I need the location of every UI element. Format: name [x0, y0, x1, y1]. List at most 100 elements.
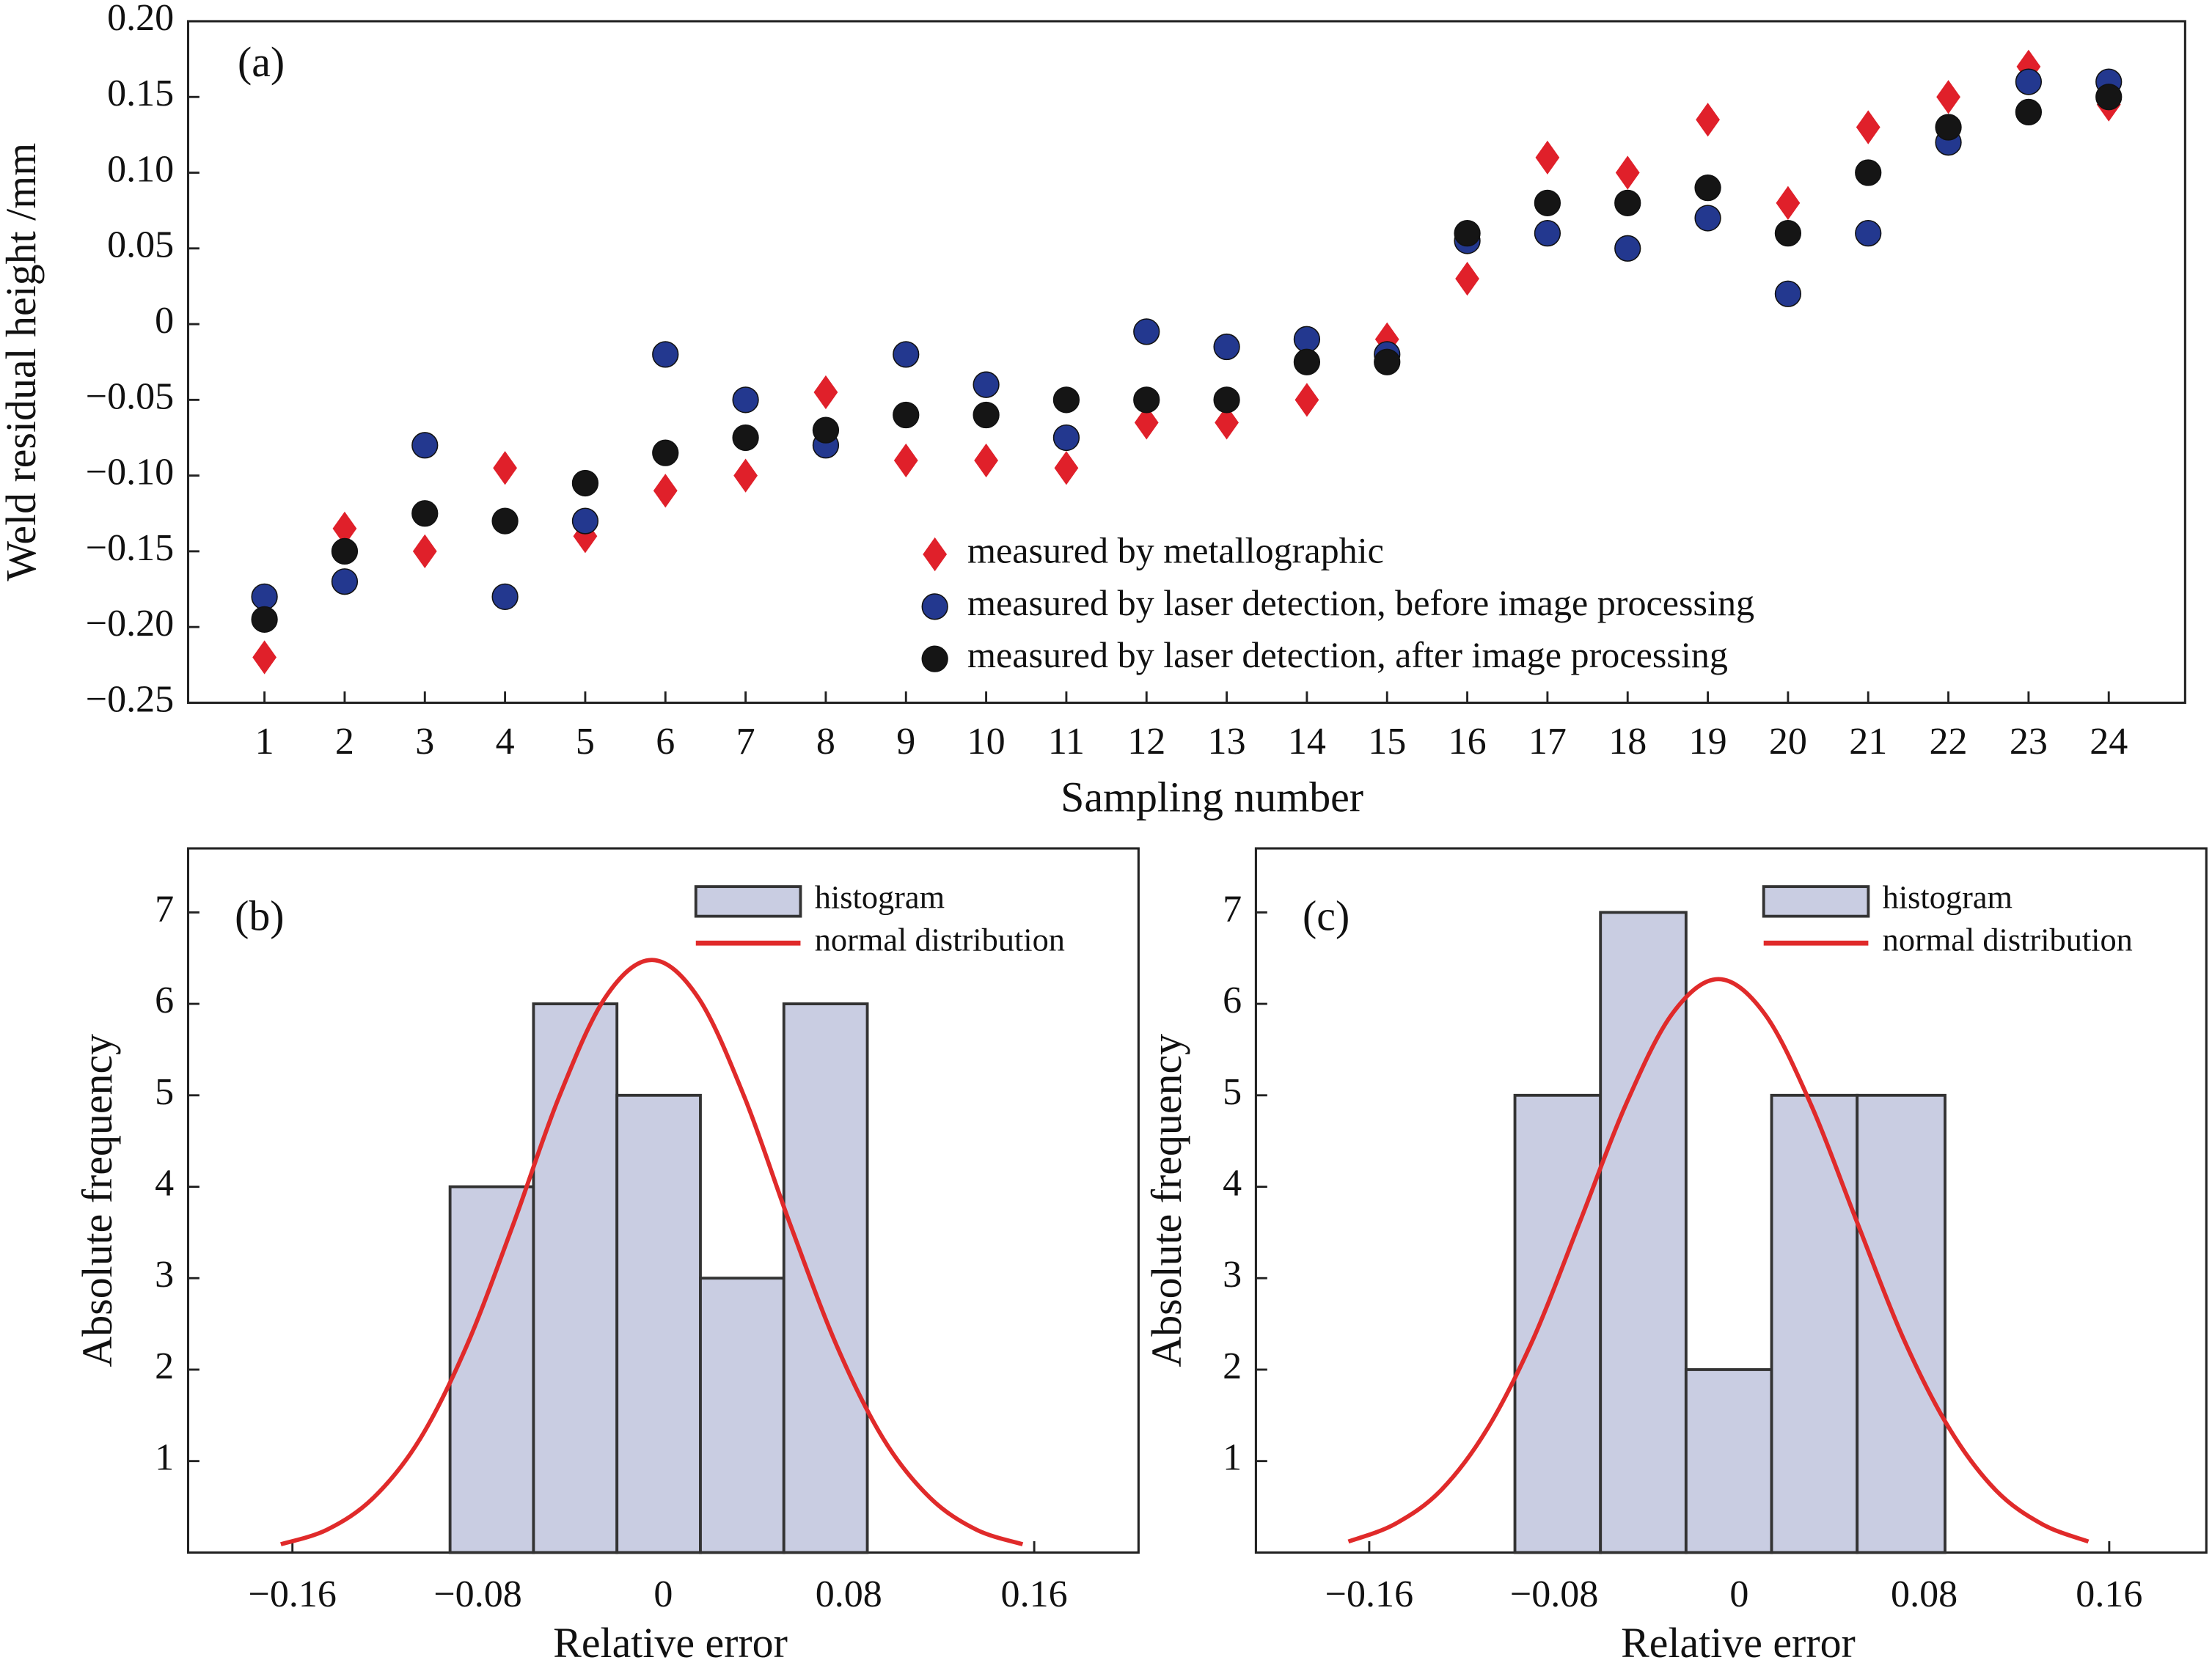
data-point — [652, 439, 679, 466]
legend-label: measured by laser detection, before imag… — [967, 582, 1754, 623]
data-point — [2015, 68, 2043, 95]
data-point — [252, 640, 276, 675]
y-tick-label: −0.05 — [86, 375, 174, 417]
histogram-bar — [1856, 1093, 1947, 1554]
data-point — [1936, 80, 1960, 114]
histogram-bar — [1770, 1093, 1859, 1554]
data-point — [974, 443, 998, 478]
data-point — [332, 511, 357, 546]
y-tick-label: 6 — [1223, 980, 1242, 1021]
y-tick-label: 0.10 — [107, 148, 174, 190]
data-point — [1213, 333, 1240, 361]
data-point — [2095, 84, 2123, 111]
data-point — [1052, 386, 1080, 414]
data-point — [1935, 114, 1962, 141]
data-point — [1134, 405, 1159, 440]
data-point — [732, 424, 759, 452]
legend-marker — [923, 537, 948, 572]
y-tick-label: 0.15 — [107, 73, 174, 114]
data-point — [973, 371, 1000, 398]
x-tick-label: 21 — [1849, 721, 1887, 763]
histogram-bar — [448, 1185, 535, 1554]
data-point — [1133, 386, 1160, 414]
x-tick-label: 4 — [496, 721, 515, 763]
x-tick-label: 22 — [1930, 721, 1968, 763]
y-axis-label: Weld residual height /mm — [0, 143, 45, 581]
x-tick-label: 17 — [1528, 721, 1567, 763]
y-tick-label: 3 — [155, 1254, 174, 1296]
legend-swatch — [1762, 885, 1870, 918]
x-tick-label: 6 — [656, 721, 675, 763]
x-tick-label: 12 — [1127, 721, 1165, 763]
y-tick-label: 0.20 — [107, 0, 174, 39]
legend-label: normal distribution — [1883, 921, 2133, 958]
data-point — [973, 401, 1000, 429]
x-tick-label: 24 — [2090, 721, 2128, 763]
data-point — [1294, 383, 1319, 417]
data-point — [1614, 189, 1641, 216]
data-point — [1293, 326, 1321, 353]
y-tick-label: 3 — [1223, 1254, 1242, 1296]
y-tick-label: 0.05 — [107, 224, 174, 266]
data-point — [1856, 110, 1880, 144]
data-point — [1534, 220, 1561, 247]
x-tick-label: −0.16 — [1325, 1573, 1413, 1615]
y-tick-label: 1 — [155, 1437, 174, 1479]
x-axis-label: Relative error — [553, 1619, 788, 1660]
x-tick-label: 14 — [1288, 721, 1326, 763]
distribution-curve — [280, 958, 1024, 1546]
x-tick-label: 3 — [415, 721, 434, 763]
y-tick-label: −0.20 — [86, 603, 174, 644]
x-tick-label: 10 — [967, 721, 1006, 763]
panel-label: (c) — [1303, 892, 1349, 940]
y-tick-label: 0 — [155, 300, 174, 342]
x-tick-label: −0.08 — [433, 1573, 521, 1615]
data-point — [1535, 140, 1560, 175]
data-point — [1694, 205, 1721, 232]
panel-label: (b) — [235, 892, 284, 940]
y-tick-label: 2 — [155, 1345, 174, 1387]
data-point — [1052, 424, 1080, 452]
y-tick-label: −0.25 — [86, 678, 174, 720]
x-tick-label: 15 — [1368, 721, 1406, 763]
y-tick-label: 5 — [1223, 1071, 1242, 1113]
data-point — [2015, 98, 2043, 126]
data-point — [491, 507, 519, 535]
y-tick-label: 7 — [155, 888, 174, 930]
x-tick-label: 2 — [335, 721, 354, 763]
x-tick-label: 16 — [1449, 721, 1487, 763]
x-tick-label: 5 — [576, 721, 595, 763]
plot-frame — [186, 20, 2186, 704]
data-point — [1774, 280, 1802, 307]
x-tick-label: 7 — [736, 721, 755, 763]
data-point — [1293, 348, 1321, 375]
histogram-bar — [782, 1002, 869, 1554]
y-tick-label: 4 — [1223, 1162, 1242, 1204]
y-axis-label: Absolute frequency — [1143, 1034, 1190, 1367]
data-point — [893, 443, 918, 478]
y-tick-label: −0.15 — [86, 527, 174, 569]
legend-marker — [921, 593, 948, 620]
data-point — [411, 500, 439, 527]
y-tick-label: −0.10 — [86, 452, 174, 493]
histogram-bar — [615, 1093, 702, 1554]
x-tick-label: 19 — [1689, 721, 1727, 763]
x-tick-label: −0.08 — [1510, 1573, 1598, 1615]
data-point — [1774, 220, 1802, 247]
data-point — [653, 474, 678, 508]
data-point — [1374, 348, 1401, 375]
data-point — [1455, 261, 1479, 296]
legend-swatch — [694, 885, 802, 918]
x-tick-label: 0.08 — [816, 1573, 882, 1615]
y-tick-label: 7 — [1223, 888, 1242, 930]
data-point — [652, 341, 679, 368]
histogram-bar — [1684, 1368, 1773, 1554]
x-axis-label: Sampling number — [1061, 774, 1363, 821]
data-point — [1615, 155, 1640, 190]
data-point — [493, 451, 517, 485]
data-point — [732, 386, 759, 414]
data-point — [1133, 318, 1160, 345]
data-point — [1054, 451, 1079, 485]
data-point — [1694, 175, 1721, 202]
